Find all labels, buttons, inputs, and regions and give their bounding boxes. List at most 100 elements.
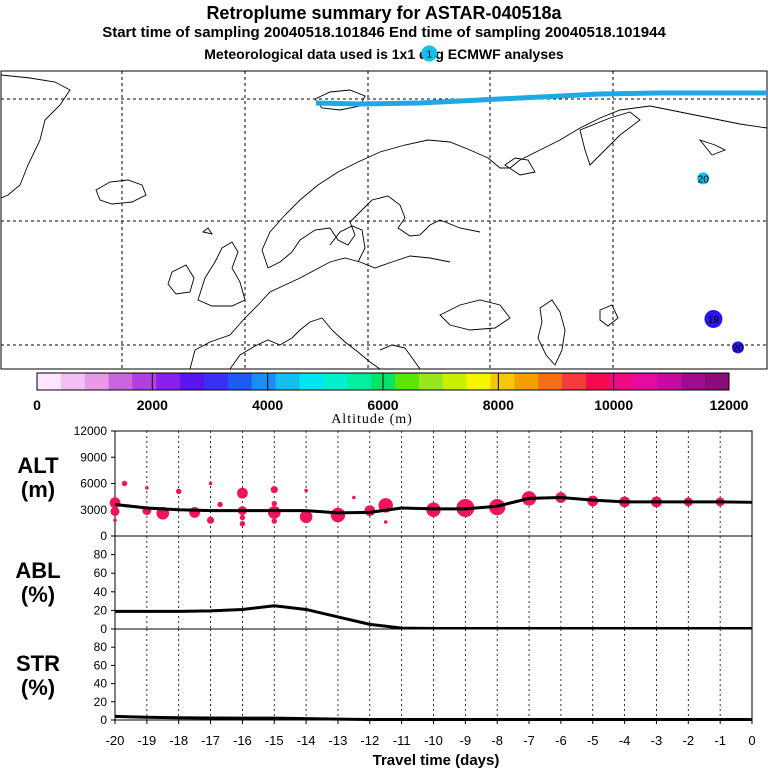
- y-tick-label: 40: [94, 585, 108, 599]
- colorbar-cell: [227, 373, 253, 390]
- map-gridlines: [1, 71, 767, 369]
- x-tick-label: -8: [491, 733, 503, 748]
- y-tick-label: 6000: [80, 477, 107, 491]
- x-tick-label: -2: [683, 733, 695, 748]
- x-tick-label: -18: [169, 733, 188, 748]
- x-tick-label: -15: [265, 733, 284, 748]
- alt-cluster-11: [208, 481, 213, 486]
- x-axis-label: Travel time (days): [373, 752, 500, 768]
- y-tick-label: 20: [94, 603, 108, 617]
- y-tick-label: 20: [94, 695, 108, 709]
- y-tick-label: 0: [100, 529, 107, 543]
- x-tick-label: -16: [233, 733, 252, 748]
- x-tick-label: -13: [329, 733, 348, 748]
- panel-label: (%): [21, 582, 55, 607]
- colorbar-tick-label: 2000: [137, 397, 168, 413]
- y-tick-label: 9000: [80, 450, 107, 464]
- x-tick-label: -6: [555, 733, 567, 748]
- trajectory-line: [315, 90, 767, 107]
- x-tick-label: -17: [201, 733, 220, 748]
- colorbar-cell: [251, 373, 277, 390]
- sampling-times: Start time of sampling 20040518.101846 E…: [102, 24, 666, 41]
- alt-cluster-24: [352, 495, 356, 500]
- alt-cluster-18: [267, 506, 281, 519]
- x-tick-label: -14: [297, 733, 316, 748]
- colorbar-tick-label: 12000: [710, 397, 749, 413]
- alt-cluster-1: [109, 497, 121, 509]
- alt-cluster-21: [299, 510, 313, 524]
- colorbar-cell: [561, 373, 587, 390]
- colorbar-cell: [84, 373, 110, 390]
- colorbar-cell: [156, 373, 181, 390]
- y-tick-label: 80: [94, 640, 108, 654]
- colorbar-cell: [466, 373, 491, 390]
- met-data-note: Meteorological data used is 1x1 deg ECMW…: [204, 46, 564, 62]
- alt-cluster-12: [217, 501, 223, 508]
- y-tick-label: 12000: [74, 424, 108, 438]
- colorbar-cell: [514, 373, 539, 390]
- alt-cluster-6: [145, 486, 149, 490]
- panel-label: STR: [16, 651, 60, 676]
- colorbar-cell: [275, 373, 300, 390]
- map-panel: 1201617181920: [0, 45, 768, 370]
- y-tick-label: 0: [100, 622, 107, 636]
- alt-cluster-16: [239, 514, 246, 521]
- y-tick-label: 60: [94, 566, 108, 580]
- colorbar-cell: [418, 373, 444, 390]
- colorbar-cell: [442, 373, 468, 390]
- colorbar-label: Altitude (m): [331, 412, 413, 427]
- colorbar-cell: [681, 373, 706, 390]
- x-tick-label: -19: [137, 733, 156, 748]
- panel-2: 0 20 40 60 80 ABL(%): [15, 535, 753, 636]
- alt-cluster-2: [110, 507, 120, 516]
- alt-cluster-23: [330, 507, 346, 523]
- y-tick-label: 80: [94, 548, 108, 562]
- colorbar-cell: [609, 373, 635, 390]
- colorbar-cell: [657, 373, 682, 390]
- colorbar-cell: [108, 373, 133, 390]
- panel-frame: [114, 430, 753, 537]
- alt-cluster-22: [304, 488, 308, 493]
- colorbar-cell: [132, 373, 157, 390]
- colorbar-cell: [394, 373, 420, 390]
- alt-cluster-4: [121, 480, 128, 487]
- map-cluster-label-6: 19: [708, 315, 720, 326]
- colorbar-tick-label: 4000: [252, 397, 283, 413]
- alt-cluster-20: [271, 500, 277, 507]
- panel-1: 0 3000 6000 9000 12000 ALT(m): [17, 424, 753, 543]
- colorbar-cell: [490, 373, 515, 390]
- alt-cluster-8: [176, 488, 182, 495]
- map-cluster-6: [704, 309, 723, 328]
- colorbar-cell: [323, 373, 348, 390]
- panel-label: ALT: [17, 453, 59, 478]
- y-tick-label: 40: [94, 677, 108, 691]
- panel-label: ABL: [15, 558, 60, 583]
- x-tick-label: -12: [360, 733, 379, 748]
- alt-cluster-10: [206, 516, 215, 524]
- map-cluster-label-1: 1: [427, 49, 433, 60]
- y-tick-label: 0: [100, 713, 107, 727]
- alt-cluster-3: [113, 518, 117, 523]
- colorbar-cell: [204, 373, 229, 390]
- x-tick-label: -10: [424, 733, 443, 748]
- x-tick-label: -4: [619, 733, 631, 748]
- x-tick-label: -3: [651, 733, 663, 748]
- colorbar-tick-label: 0: [33, 397, 41, 413]
- y-tick-label: 60: [94, 658, 108, 672]
- y-tick-label: 3000: [80, 503, 107, 517]
- alt-cluster-17: [270, 486, 278, 494]
- colorbar-cell: [299, 373, 324, 390]
- map-cluster-label-2: 20: [698, 174, 710, 185]
- colorbar-tick-label: 6000: [367, 397, 398, 413]
- colorbar-cell: [60, 373, 86, 390]
- x-tick-label: -20: [106, 733, 125, 748]
- altitude-colorbar: 0 2000 4000 6000 8000 10000 12000 Altitude (m): [33, 372, 749, 427]
- coastlines: [0, 74, 768, 370]
- x-tick-label: -1: [714, 733, 726, 748]
- x-tick-label: -5: [587, 733, 599, 748]
- alt-cluster-27: [383, 520, 388, 524]
- map-frame: [0, 70, 768, 370]
- map-cluster-label-7: 20: [732, 343, 744, 354]
- colorbar-cell: [37, 373, 62, 390]
- colorbar-cell: [585, 373, 611, 390]
